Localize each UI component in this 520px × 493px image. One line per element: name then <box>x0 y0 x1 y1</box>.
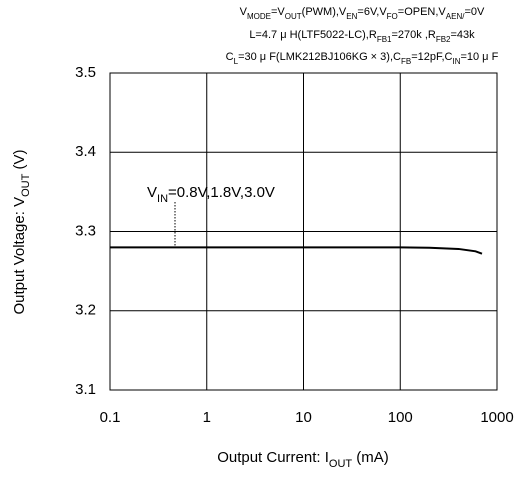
condition-line-sub: FB1 <box>377 35 392 44</box>
condition-line-part: =30 μ F(LMK212BJ106KG × 3),C <box>238 51 401 63</box>
y-tick-label: 3.2 <box>75 302 96 319</box>
x-tick-label: 100 <box>388 409 413 426</box>
y-tick-label: 3.5 <box>75 64 96 81</box>
condition-line-part: =0V <box>464 6 485 18</box>
y-tick-label: 3.3 <box>75 222 96 239</box>
annotation-part: =0.8V,1.8V,3.0V <box>168 184 275 201</box>
condition-line: CL=30 μ F(LMK212BJ106KG × 3),CFB=12pF,CI… <box>226 51 499 66</box>
condition-line-sub: AEN/ <box>446 12 465 21</box>
x-axis-label: Output Current: IOUT (mA) <box>217 449 389 470</box>
condition-line-part: C <box>226 51 234 63</box>
condition-line-part: =270k ,R <box>391 29 435 41</box>
condition-line-part: ,V <box>336 6 347 18</box>
condition-line-sub: L <box>234 57 239 66</box>
x-tick-label: 0.1 <box>100 409 121 426</box>
x-axis-label-part: (mA) <box>352 449 389 466</box>
condition-line-sub: IN <box>452 57 460 66</box>
x-axis-label-part: Output Current: I <box>217 449 329 466</box>
condition-line-sub: FB2 <box>436 35 451 44</box>
condition-line-sub: FB <box>401 57 411 66</box>
condition-line-sub: OUT <box>285 12 302 21</box>
condition-line-sub: MODE <box>247 12 271 21</box>
condition-line-part: =OPEN,V <box>398 6 447 18</box>
y-axis-label: Output Voltage: VOUT (V) <box>11 150 32 315</box>
condition-line-sub: EN <box>346 12 357 21</box>
condition-line-part: =43k <box>451 29 476 41</box>
annotation-sub: IN <box>157 193 168 205</box>
condition-line-sub: FO <box>387 12 398 21</box>
condition-line-part: (PWM) <box>302 6 336 18</box>
condition-line: L=4.7 μ H(LTF5022-LC),RFB1=270k ,RFB2=43… <box>249 29 475 44</box>
y-tick-label: 3.1 <box>75 381 96 398</box>
annotation-part: V <box>147 184 157 201</box>
x-tick-label: 10 <box>295 409 312 426</box>
x-tick-label: 1 <box>203 409 211 426</box>
condition-line-part: L=4.7 μ H(LTF5022-LC),R <box>249 29 377 41</box>
condition-line-part: =12pF,C <box>411 51 452 63</box>
y-axis-label-sub: OUT <box>20 173 32 197</box>
condition-line-part: V <box>240 6 248 18</box>
data-line <box>110 246 483 255</box>
y-axis-label-part: (V) <box>11 150 28 174</box>
y-axis-label-part: Output Voltage: V <box>11 197 28 315</box>
condition-line-part: =V <box>271 6 285 18</box>
condition-line-part: =10 μ F <box>460 51 498 63</box>
annotation: VIN=0.8V,1.8V,3.0V <box>147 184 275 205</box>
condition-line-part: =6V,V <box>357 6 387 18</box>
x-tick-label: 1000 <box>480 409 513 426</box>
x-axis-label-sub: OUT <box>329 458 353 470</box>
condition-line: VMODE=VOUT(PWM),VEN=6V,VFO=OPEN,VAEN/=0V <box>240 6 485 21</box>
y-tick-label: 3.4 <box>75 143 96 160</box>
